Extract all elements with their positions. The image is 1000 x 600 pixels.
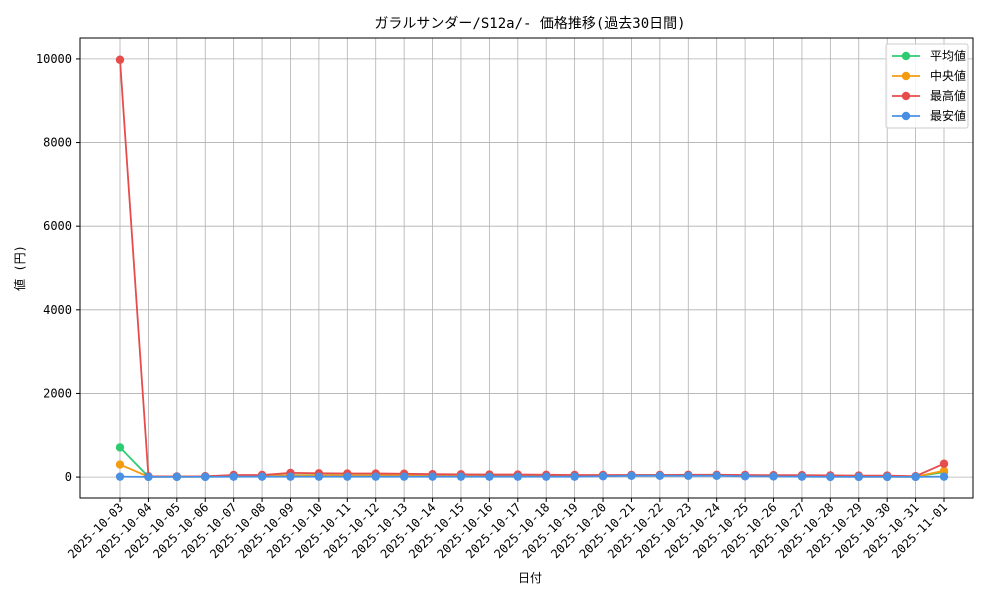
legend-box: [885, 43, 969, 129]
legend-label: 最安値: [930, 108, 966, 123]
data-point: [371, 472, 380, 481]
series-line: [119, 59, 945, 478]
data-point: [115, 55, 125, 64]
plot-frame: [79, 37, 974, 499]
data-point: [939, 466, 949, 476]
y-tick-label: 2000: [43, 386, 72, 400]
data-point: [655, 471, 665, 481]
legend-marker: [901, 111, 911, 121]
data-point: [542, 472, 551, 481]
data-point: [115, 460, 125, 469]
legend-marker: [901, 51, 911, 61]
data-point: [485, 472, 494, 481]
data-point: [229, 472, 238, 481]
data-point: [740, 472, 750, 481]
y-tick-label: 10000: [36, 52, 72, 66]
data-point: [513, 472, 522, 481]
data-point: [257, 472, 267, 481]
legend-label: 平均値: [930, 48, 966, 63]
data-point: [598, 472, 608, 481]
data-point: [314, 472, 324, 481]
data-point: [399, 472, 409, 481]
data-point: [882, 472, 892, 482]
y-tick-label: 6000: [43, 219, 72, 233]
series-line: [119, 474, 945, 478]
data-point: [684, 471, 693, 481]
data-point: [144, 472, 153, 482]
y-axis: 0 2000 4000 6000 8000 10000: [36, 52, 80, 484]
y-tick-label: 0: [65, 470, 72, 484]
data-point: [570, 472, 579, 481]
data-point: [428, 472, 437, 481]
data-point: [343, 472, 352, 481]
data-point: [854, 472, 863, 482]
legend-label: 最高値: [930, 88, 966, 103]
data-point: [939, 472, 949, 481]
series-1: [115, 460, 949, 481]
chart-title: ガラルサンダー/S12a/- 価格推移(過去30日間): [374, 16, 685, 32]
data-point: [172, 472, 182, 482]
series-2: [115, 55, 949, 481]
legend-label: 中央値: [930, 68, 966, 83]
legend-marker: [901, 91, 911, 101]
data-point: [115, 443, 125, 452]
data-point: [939, 459, 949, 468]
data-point: [797, 472, 807, 481]
y-tick-label: 4000: [43, 303, 72, 317]
x-axis-title: 日付: [518, 571, 542, 585]
data-point: [456, 472, 466, 481]
y-axis-title: 値 (円): [12, 245, 27, 291]
data-point: [201, 472, 210, 482]
data-point: [769, 472, 778, 481]
data-point: [911, 472, 920, 482]
data-point: [286, 472, 295, 481]
data-point: [115, 472, 125, 481]
series-3: [115, 471, 949, 482]
x-axis: 2025-10-032025-10-042025-10-052025-10-06…: [65, 498, 950, 561]
data-point: [826, 472, 835, 482]
data-point: [627, 471, 636, 481]
data-point: [712, 471, 721, 481]
grid: [80, 38, 973, 498]
y-tick-label: 8000: [43, 136, 72, 150]
legend-marker: [901, 71, 911, 81]
series-group: [115, 55, 949, 482]
series-line: [119, 446, 945, 478]
